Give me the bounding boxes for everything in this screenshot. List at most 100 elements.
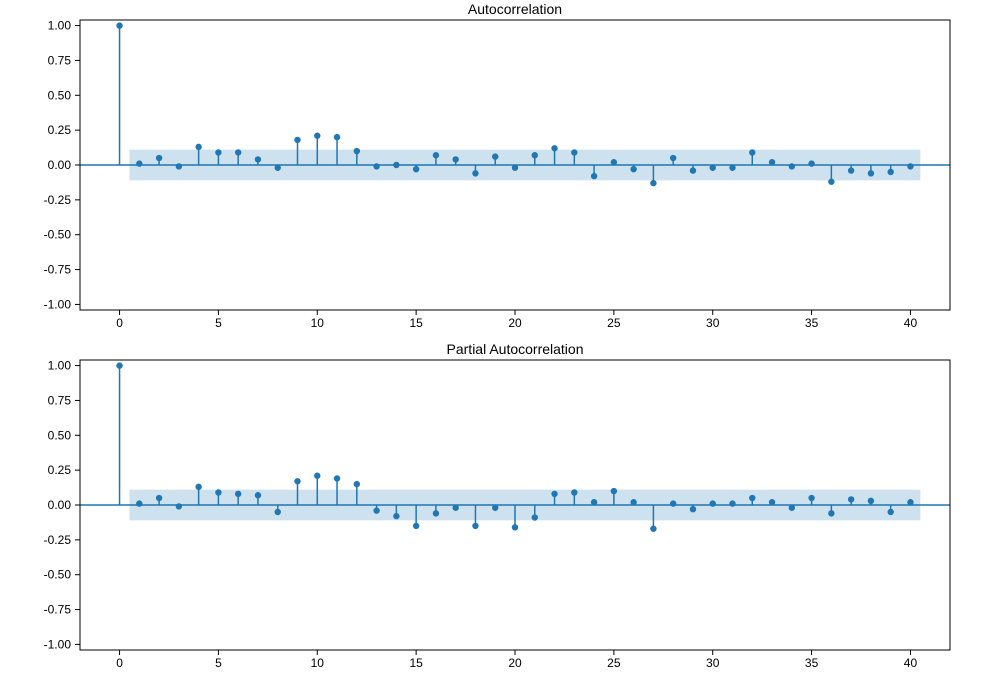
marker	[670, 155, 676, 161]
marker	[314, 133, 320, 139]
marker	[215, 489, 221, 495]
y-tick-label: 1.00	[48, 359, 72, 373]
marker	[492, 153, 498, 159]
subplot-title: Autocorrelation	[468, 1, 562, 17]
y-tick-label: -1.00	[44, 297, 72, 311]
y-tick-label: 0.50	[48, 428, 72, 442]
marker	[235, 491, 241, 497]
x-tick-label: 20	[508, 316, 522, 330]
y-tick-label: 1.00	[48, 19, 72, 33]
x-tick-label: 15	[409, 316, 423, 330]
x-tick-label: 30	[706, 316, 720, 330]
marker	[532, 152, 538, 158]
chart-svg: Autocorrelation 0 5 10 15 20 25 30 35 40 -1.00 -0.7…	[0, 0, 1002, 682]
marker	[116, 362, 122, 368]
marker	[176, 163, 182, 169]
x-tick-label: 35	[805, 656, 819, 670]
marker	[868, 170, 874, 176]
marker	[512, 165, 518, 171]
y-tick-label: 0.75	[48, 393, 72, 407]
x-tick-label: 10	[311, 656, 325, 670]
marker	[868, 498, 874, 504]
marker	[334, 134, 340, 140]
marker	[472, 523, 478, 529]
marker	[294, 137, 300, 143]
marker	[769, 159, 775, 165]
x-tick-label: 30	[706, 656, 720, 670]
marker	[195, 144, 201, 150]
marker	[195, 484, 201, 490]
y-tick-label: -0.50	[44, 228, 72, 242]
marker	[611, 159, 617, 165]
marker	[749, 149, 755, 155]
marker	[136, 500, 142, 506]
x-tick-label: 25	[607, 656, 621, 670]
marker	[729, 165, 735, 171]
marker	[670, 500, 676, 506]
y-tick-label: 0.00	[48, 158, 72, 172]
x-tick-label: 0	[116, 316, 123, 330]
y-tick-label: 0.00	[48, 498, 72, 512]
marker	[255, 492, 261, 498]
marker	[887, 169, 893, 175]
x-tick-label: 5	[215, 656, 222, 670]
marker	[789, 163, 795, 169]
marker	[630, 166, 636, 172]
marker	[551, 145, 557, 151]
y-tick-label: -0.50	[44, 568, 72, 582]
marker	[789, 505, 795, 511]
marker	[314, 473, 320, 479]
marker	[433, 152, 439, 158]
acf-subplot: Autocorrelation0510152025303540-1.00-0.7…	[44, 1, 950, 330]
marker	[848, 167, 854, 173]
marker	[512, 524, 518, 530]
marker	[808, 495, 814, 501]
x-tick-label: 0	[116, 656, 123, 670]
marker	[413, 523, 419, 529]
y-tick-label: -0.75	[44, 603, 72, 617]
marker	[690, 506, 696, 512]
marker	[828, 510, 834, 516]
marker	[472, 170, 478, 176]
x-tick-label: 20	[508, 656, 522, 670]
marker	[848, 496, 854, 502]
marker	[354, 481, 360, 487]
marker	[710, 165, 716, 171]
y-tick-label: -1.00	[44, 637, 72, 651]
marker	[749, 495, 755, 501]
marker	[275, 509, 281, 515]
y-tick-label: -0.25	[44, 533, 72, 547]
x-tick-label: 15	[409, 656, 423, 670]
marker	[393, 162, 399, 168]
x-tick-label: 40	[904, 316, 918, 330]
x-tick-label: 35	[805, 316, 819, 330]
marker	[452, 156, 458, 162]
y-tick-label: 0.25	[48, 463, 72, 477]
marker	[413, 166, 419, 172]
marker	[354, 148, 360, 154]
subplot-title: Partial Autocorrelation	[447, 341, 584, 357]
marker	[690, 167, 696, 173]
x-tick-label: 10	[311, 316, 325, 330]
marker	[571, 149, 577, 155]
marker	[156, 495, 162, 501]
marker	[650, 526, 656, 532]
marker	[611, 488, 617, 494]
marker	[907, 499, 913, 505]
marker	[887, 509, 893, 515]
y-tick-label: 0.50	[48, 88, 72, 102]
x-tick-label: 5	[215, 316, 222, 330]
marker	[492, 505, 498, 511]
marker	[591, 173, 597, 179]
x-tick-label: 40	[904, 656, 918, 670]
marker	[136, 160, 142, 166]
marker	[452, 505, 458, 511]
y-tick-label: 0.75	[48, 53, 72, 67]
marker	[373, 507, 379, 513]
marker	[828, 179, 834, 185]
y-tick-label: 0.25	[48, 123, 72, 137]
marker	[907, 163, 913, 169]
marker	[591, 499, 597, 505]
marker	[334, 475, 340, 481]
marker	[156, 155, 162, 161]
